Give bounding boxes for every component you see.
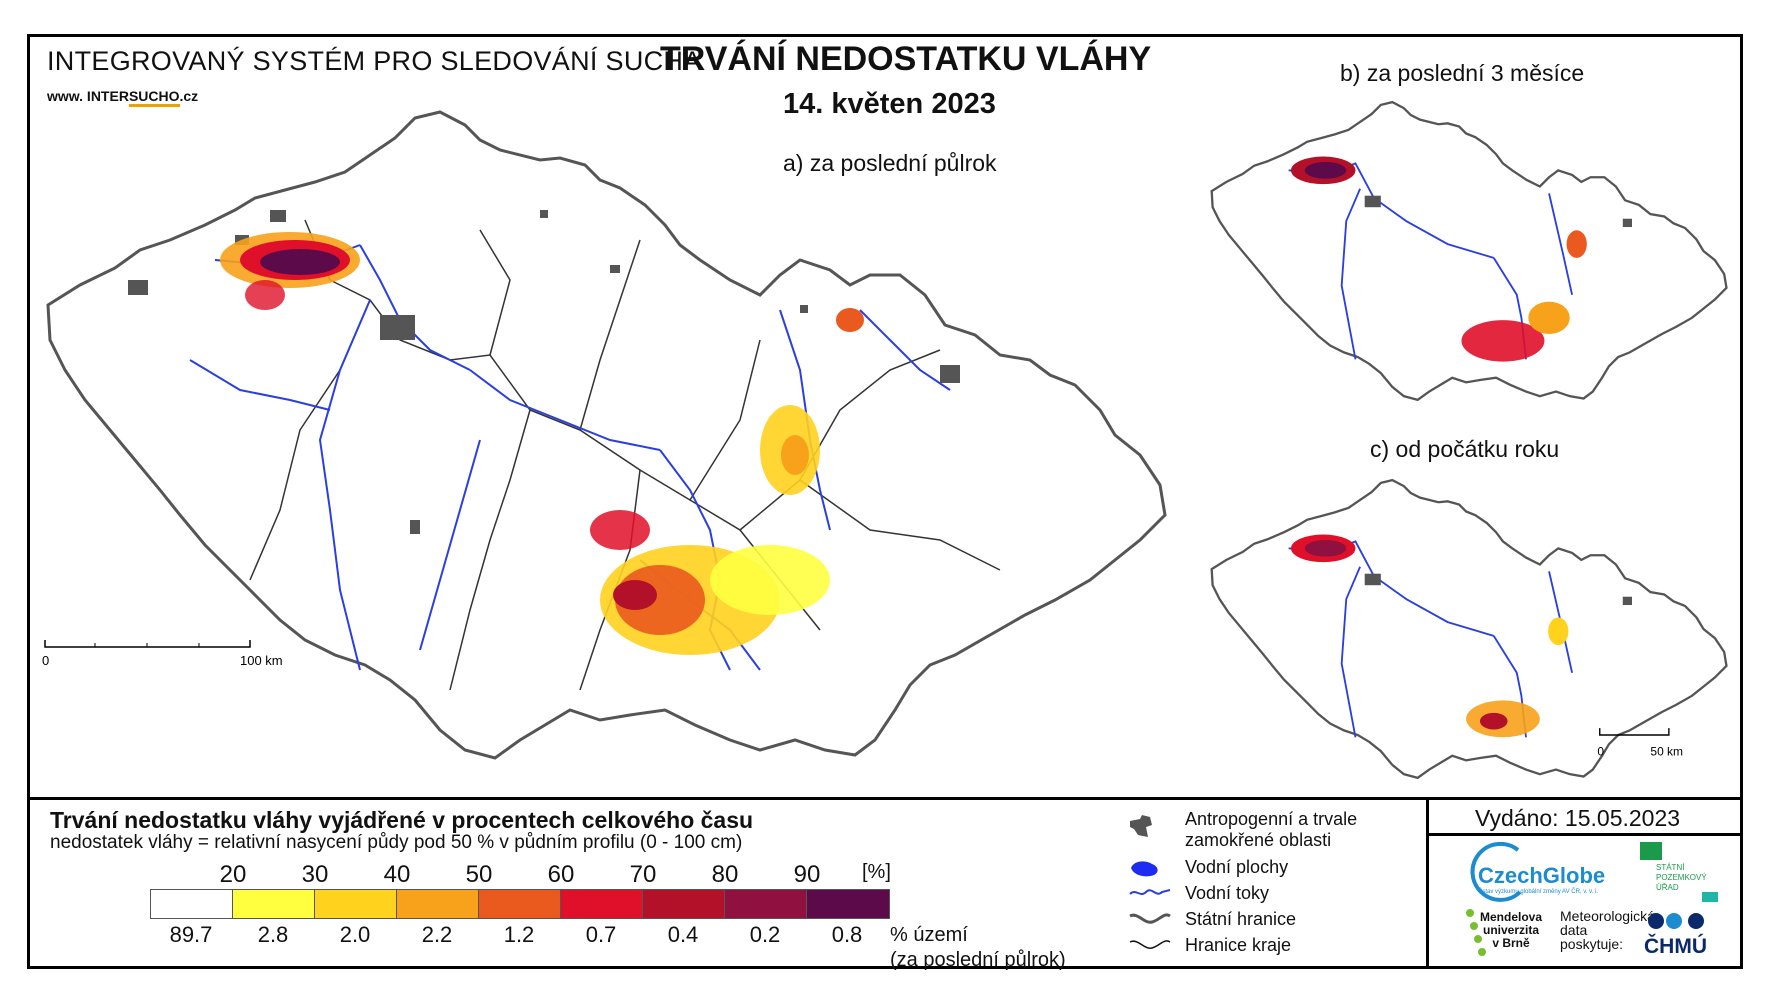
map-title: TRVÁNÍ NEDOSTATKU VLÁHY — [660, 40, 1152, 78]
legend-class-swatch — [725, 890, 807, 918]
spu-line2: POZEMKOVÝ — [1656, 873, 1707, 882]
tick-label: 60 — [547, 861, 575, 888]
legend-class-percent: 0.7 — [585, 922, 617, 947]
legend-item-anthropogenic-line1: Antropogenní a trvale — [1185, 809, 1358, 829]
anthropogenic-area-icon — [1130, 815, 1152, 837]
tick-label: 80 — [711, 861, 739, 888]
drought-patch-south — [590, 308, 864, 655]
state-border-icon — [1129, 913, 1171, 924]
tick-label: 50 — [465, 861, 493, 888]
czechglobe-logo: CzechGlobe — [1478, 863, 1606, 888]
meteo-line1: Meteorologická — [1560, 908, 1655, 924]
tick-label: 20 — [219, 861, 247, 888]
legend-class-percent: 0.2 — [749, 922, 781, 947]
legend-class-percent: 0.4 — [667, 922, 699, 947]
legend-class-swatch — [561, 890, 643, 918]
tick-label: 70 — [629, 861, 657, 888]
legend-item-water-body: Vodní plochy — [1185, 857, 1289, 877]
water-body-icon — [1131, 861, 1158, 877]
legend-divider — [27, 797, 1743, 800]
issued-date: Vydáno: 15.05.2023 — [1475, 805, 1681, 831]
legend-item-anthropogenic: Antropogenní a trvale zamokřené oblasti — [1185, 809, 1357, 851]
percent-label: % území (za poslední půlrok) — [890, 923, 1066, 973]
footer-divider-horizontal — [1426, 833, 1743, 836]
legend-item-state-border: Státní hranice — [1185, 909, 1297, 929]
legend-class-percent: 89.7 — [169, 922, 213, 947]
legend-item-river: Vodní toky — [1185, 883, 1270, 903]
legend-item-anthropogenic-line2: zamokřené oblasti — [1185, 830, 1332, 850]
main-scale-end: 100 km — [240, 653, 283, 668]
spu-line1: STÁTNÍ — [1656, 863, 1685, 872]
spu-line3: ÚŘAD — [1656, 883, 1679, 892]
website: www. INTERSUCHO.cz — [47, 88, 199, 107]
spu-logo: STÁTNÍ POZEMKOVÝ ÚŘAD — [1656, 863, 1707, 893]
spu-logo-icon — [1640, 842, 1662, 860]
legend-item-region-border: Hranice kraje — [1185, 935, 1292, 955]
region-border-icon — [1129, 940, 1171, 949]
percent-label-line2: (za poslední půlrok) — [890, 949, 1066, 971]
mendel-logo-icon — [1466, 909, 1486, 956]
footer-divider-vertical — [1426, 797, 1429, 969]
website-mid: SUCHO — [128, 88, 180, 107]
legend-class-swatch — [807, 890, 889, 918]
legend-class-swatch — [397, 890, 479, 918]
main-scale-bar: 0 100 km — [42, 640, 283, 668]
main-scale-zero: 0 — [42, 653, 49, 668]
chmu-logo: ČHMÚ — [1644, 935, 1707, 958]
small-scale-bar: 0 50 km — [1597, 728, 1683, 759]
legend-title: Trvání nedostatku vláhy vyjádřené v proc… — [50, 807, 754, 833]
legend-colorbar — [150, 889, 890, 919]
legend-class-percent: 0.8 — [831, 922, 863, 947]
main-map: 0 100 km — [42, 110, 1167, 760]
small-scale-end: 50 km — [1650, 745, 1683, 759]
tick-label: 40 — [383, 861, 411, 888]
legend-class-percent: 2.0 — [339, 922, 371, 947]
map-b — [1210, 100, 1728, 402]
website-prefix: www. INTER — [47, 88, 129, 104]
river-icon — [1129, 889, 1171, 895]
legend-class-percent: 1.2 — [503, 922, 535, 947]
system-name: INTEGROVANÝ SYSTÉM PRO SLEDOVÁNÍ SUCHA — [47, 46, 702, 76]
map-c-label: c) od počátku roku — [1370, 436, 1560, 462]
meteo-line3: poskytuje: — [1560, 936, 1624, 952]
percent-label-line1: % území — [890, 924, 968, 946]
mendel-line1: Mendelova — [1480, 910, 1543, 924]
legend-class-swatch — [151, 890, 233, 918]
map-frame — [27, 34, 1743, 969]
legend-class-percent: 2.8 — [257, 922, 289, 947]
legend-class-swatch — [643, 890, 725, 918]
czechglobe-subtitle: Ústav výzkumu globální změny AV ČR, v. v… — [1478, 889, 1599, 895]
mendel-logo: Mendelova univerzita v Brně — [1480, 911, 1542, 950]
legend-unit: [%] — [862, 861, 891, 883]
map-a-label: a) za poslední půlrok — [783, 150, 997, 176]
legend-class-percent: 2.2 — [421, 922, 453, 947]
tick-label: 30 — [301, 861, 329, 888]
map-c: 0 50 km — [1210, 478, 1728, 780]
legend-class-swatch — [315, 890, 397, 918]
czech-border — [46, 110, 1167, 760]
legend-class-swatch — [233, 890, 315, 918]
small-scale-zero: 0 — [1597, 745, 1604, 759]
tick-label: 90 — [793, 861, 821, 888]
mendel-line2: univerzita — [1483, 923, 1540, 937]
meteo-line2: data — [1560, 922, 1588, 938]
map-date: 14. květen 2023 — [783, 88, 996, 120]
website-suffix: .cz — [179, 88, 199, 104]
legend-subtitle: nedostatek vláhy = relativní nasycení pů… — [50, 832, 743, 853]
czechglobe-logo-icon — [1470, 842, 1522, 902]
drought-patch-north — [220, 232, 360, 310]
chmu-logo-icon — [1648, 913, 1704, 929]
spu-accent-icon — [1702, 892, 1718, 902]
meteo-data-label: Meteorologická data poskytuje: — [1560, 909, 1655, 951]
mendel-line3: v Brně — [1492, 936, 1530, 950]
map-b-label: b) za poslední 3 měsíce — [1340, 60, 1585, 86]
legend-class-swatch — [479, 890, 561, 918]
